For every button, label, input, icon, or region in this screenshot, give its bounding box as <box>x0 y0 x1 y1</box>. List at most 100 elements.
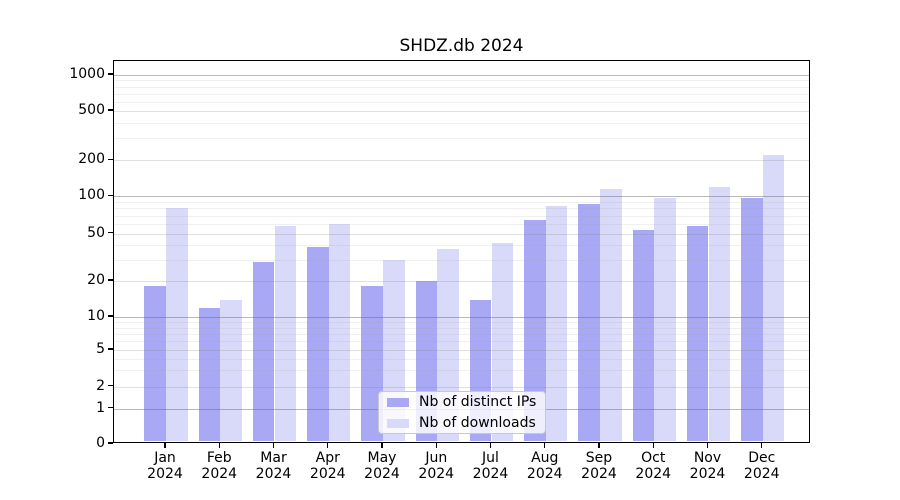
x-tick-year: 2024 <box>147 466 183 482</box>
bar-downloads-mar <box>274 225 297 442</box>
y-tick-label-100: 100 <box>78 187 105 204</box>
gridline-minor <box>114 260 809 262</box>
legend-label-downloads: Nb of downloads <box>419 415 536 431</box>
x-tick-mark-nov <box>706 443 709 448</box>
y-tick-mark-0 <box>108 442 113 444</box>
y-tick-mark-2 <box>108 385 113 387</box>
gridline-minor <box>114 327 809 329</box>
x-tick-year: 2024 <box>364 466 400 482</box>
x-tick-month: Sep <box>585 450 613 466</box>
gridline-minor <box>114 333 809 335</box>
y-tick-mark-10 <box>108 315 113 317</box>
bar-downloads-sep <box>600 189 622 442</box>
x-tick-label-dec: Dec 2024 <box>730 450 794 482</box>
gridline-5 <box>114 350 809 351</box>
gridline-minor <box>114 123 809 124</box>
bar-distinct-ips-jan <box>144 286 166 442</box>
x-tick-mark-apr <box>327 443 329 448</box>
gridline-1000 <box>114 75 809 76</box>
x-tick-year: 2024 <box>689 466 726 482</box>
y-tick-label-5: 5 <box>96 341 105 357</box>
gridline-20 <box>114 281 809 282</box>
y-tick-label-1000: 1000 <box>69 66 105 82</box>
y-tick-mark-50 <box>108 232 113 234</box>
x-tick-mark-mar <box>272 443 275 448</box>
x-tick-year: 2024 <box>472 466 509 482</box>
bars-layer <box>114 61 809 442</box>
bar-distinct-ips-apr <box>307 246 329 442</box>
x-tick-month: May <box>367 450 397 466</box>
gridline-200 <box>114 160 809 162</box>
x-tick-mark-feb <box>218 443 220 448</box>
bar-distinct-ips-sep <box>578 203 600 442</box>
x-tick-label-sep: Sep 2024 <box>567 450 631 482</box>
gridline-minor <box>114 101 809 103</box>
y-tick-mark-100 <box>108 194 113 196</box>
x-tick-label-may: May 2024 <box>350 450 414 482</box>
x-tick-month: Jun <box>425 450 448 466</box>
y-tick-label-20: 20 <box>87 272 105 288</box>
gridline-minor <box>114 138 809 140</box>
x-tick-label-jan: Jan 2024 <box>133 450 197 482</box>
x-tick-mark-may <box>381 443 383 448</box>
x-tick-label-aug: Aug 2024 <box>513 450 577 482</box>
gridline-minor <box>114 245 809 247</box>
x-tick-mark-aug <box>544 443 546 448</box>
x-tick-mark-jul <box>489 443 492 448</box>
y-tick-label-500: 500 <box>78 102 105 118</box>
x-tick-year: 2024 <box>309 466 346 482</box>
legend-label-distinct-ips: Nb of distinct IPs <box>419 394 537 410</box>
x-tick-mark-jan <box>164 443 166 448</box>
x-tick-label-jun: Jun 2024 <box>404 450 468 482</box>
gridline-minor <box>114 215 809 217</box>
x-tick-mark-jun <box>435 443 437 448</box>
legend-swatch-distinct-ips-icon <box>387 397 409 407</box>
y-tick-label-200: 200 <box>78 151 105 168</box>
x-tick-month: Feb <box>206 450 232 466</box>
legend-item-downloads: Nb of downloads <box>387 415 537 431</box>
bar-downloads-feb <box>220 299 242 442</box>
x-tick-month: Oct <box>641 450 666 466</box>
gridline-minor <box>114 201 809 203</box>
x-tick-mark-dec <box>761 443 763 448</box>
y-tick-label-0: 0 <box>96 435 105 451</box>
bar-downloads-nov <box>708 187 731 442</box>
gridline-minor <box>114 358 809 360</box>
legend-item-distinct-ips: Nb of distinct IPs <box>387 394 537 410</box>
x-tick-year: 2024 <box>635 466 672 482</box>
gridline-minor <box>114 341 809 343</box>
x-tick-label-jul: Jul 2024 <box>459 450 523 482</box>
x-tick-year: 2024 <box>255 466 292 482</box>
x-tick-year: 2024 <box>418 466 455 482</box>
gridline-minor <box>114 322 809 324</box>
x-tick-month: Jan <box>154 450 176 466</box>
y-tick-mark-5 <box>108 348 113 350</box>
gridline-50 <box>114 233 809 235</box>
gridline-minor <box>114 93 809 95</box>
x-tick-month: Apr <box>315 450 340 466</box>
legend: Nb of distinct IPs Nb of downloads <box>378 391 546 434</box>
y-tick-label-1: 1 <box>96 399 105 416</box>
gridline-500 <box>114 111 809 112</box>
gridline-minor <box>114 80 809 82</box>
x-tick-year: 2024 <box>201 466 238 482</box>
gridline-10 <box>114 317 809 318</box>
y-tick-mark-200 <box>108 158 113 160</box>
bar-downloads-aug <box>545 205 568 442</box>
x-tick-year: 2024 <box>743 466 780 482</box>
y-tick-mark-1000 <box>108 73 113 75</box>
x-tick-label-apr: Apr 2024 <box>296 450 360 482</box>
gridline-2 <box>114 386 809 388</box>
x-tick-label-feb: Feb 2024 <box>187 450 251 482</box>
x-tick-month: Mar <box>260 450 287 466</box>
x-tick-month: Dec <box>748 450 776 466</box>
x-tick-label-nov: Nov 2024 <box>676 450 740 482</box>
y-tick-mark-500 <box>108 109 113 111</box>
bar-downloads-jan <box>166 208 188 442</box>
x-tick-month: Nov <box>693 450 722 466</box>
bar-downloads-dec <box>762 155 785 442</box>
gridline-100 <box>114 196 809 198</box>
y-tick-label-10: 10 <box>87 308 105 324</box>
gridline-minor <box>114 208 809 210</box>
